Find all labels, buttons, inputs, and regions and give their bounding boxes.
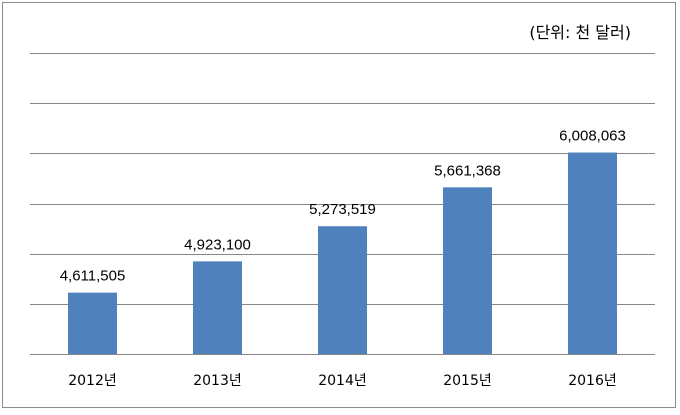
bar-chart: 4,611,505 4,923,100 5,273,519 5,661,368 6,00…: [30, 53, 655, 389]
x-tick-4: 2015년: [443, 373, 492, 389]
data-labels: 4,611,505 4,923,100 5,273,519 5,661,368 6,00…: [60, 128, 626, 285]
bar-5: [568, 152, 617, 354]
bar-2: [193, 261, 242, 354]
data-label-1: 4,611,505: [60, 268, 126, 285]
data-label-2: 4,923,100: [184, 236, 251, 253]
data-label-5: 6,008,063: [559, 128, 626, 145]
data-label-4: 5,661,368: [434, 162, 501, 179]
bar-3: [318, 226, 367, 354]
x-tick-3: 2014년: [318, 373, 367, 389]
bars: [68, 152, 617, 354]
chart-frame: (단위: 천 달러) 4,611,505 4,923,100 5,273,519 5,…: [2, 2, 676, 408]
x-tick-2: 2013년: [193, 373, 242, 389]
data-label-3: 5,273,519: [309, 201, 376, 218]
x-tick-5: 2016년: [568, 373, 617, 389]
x-axis-ticks: 2012년 2013년 2014년 2015년 2016년: [68, 373, 617, 389]
bar-4: [443, 187, 492, 354]
x-tick-1: 2012년: [68, 373, 117, 389]
unit-label: (단위: 천 달러): [529, 23, 631, 42]
bar-1: [68, 292, 117, 354]
